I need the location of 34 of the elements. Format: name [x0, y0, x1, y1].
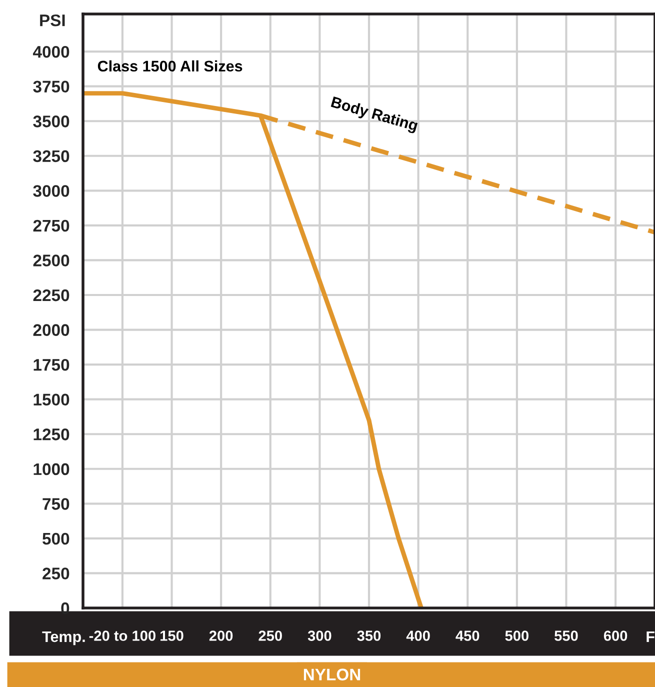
y-tick-label: 1500: [34, 394, 70, 406]
x-tick-label: 450: [456, 630, 480, 641]
y-tick-label: 3750: [33, 80, 70, 93]
y-tick-label: 1250: [34, 428, 70, 440]
y-tick-label: 3000: [33, 185, 70, 197]
x-tick-label: 350: [357, 630, 381, 641]
x-tick-label: -20 to 100: [89, 630, 156, 641]
y-tick-label: 1000: [34, 463, 70, 476]
x-tick-label: 300: [308, 630, 332, 641]
x-tick-label: 150: [160, 630, 184, 641]
x-axis-title: Temp.: [42, 631, 85, 646]
y-tick-label: 4000: [32, 46, 70, 58]
y-tick-label: 1750: [34, 358, 70, 371]
x-tick-label: 600: [604, 630, 628, 641]
text: NYLON: [304, 668, 360, 680]
text: F: [646, 631, 654, 642]
x-tick-label: 250: [258, 630, 282, 641]
y-tick-label: 500: [42, 532, 70, 545]
y-tick-label: 2500: [33, 254, 70, 266]
y-axis-title: PSI: [40, 14, 65, 26]
x-tick-label: 400: [406, 630, 430, 641]
y-tick-label: 2750: [33, 220, 70, 232]
annotation: Body Rating: [330, 96, 418, 134]
y-tick-label: 250: [42, 568, 70, 580]
y-tick-label: 750: [42, 498, 70, 510]
annotation: Class 1500 All Sizes: [98, 60, 242, 72]
y-tick-label: 3500: [33, 116, 70, 128]
y-tick-label: 3250: [33, 150, 70, 162]
x-tick-label: 500: [505, 630, 528, 641]
y-tick-label: 2000: [33, 324, 70, 336]
x-tick-label: 550: [554, 630, 578, 641]
x-tick-label: 200: [209, 630, 233, 641]
y-tick-label: 0: [61, 602, 70, 614]
y-tick-label: 2250: [33, 289, 70, 302]
